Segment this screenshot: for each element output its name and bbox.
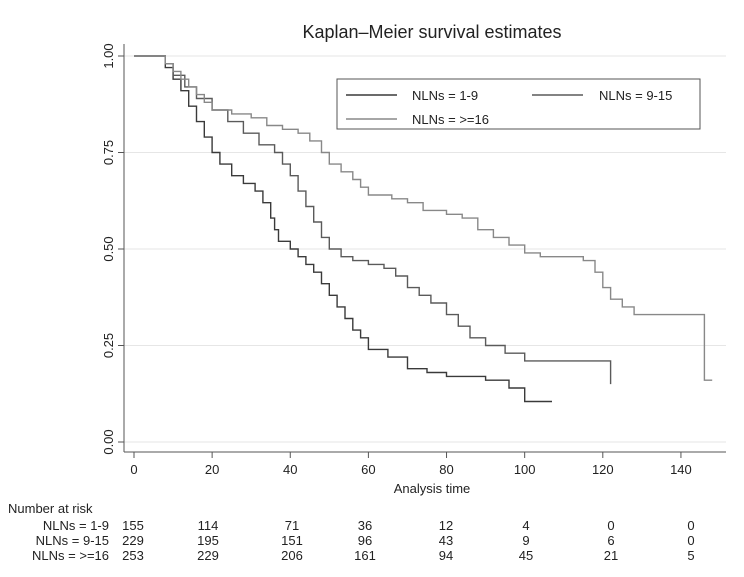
risk-value: 253 bbox=[122, 548, 144, 563]
legend-label-9-15: NLNs = 9-15 bbox=[599, 88, 672, 103]
risk-value: 45 bbox=[519, 548, 533, 563]
risk-table-heading: Number at risk bbox=[8, 501, 93, 516]
risk-value: 195 bbox=[197, 533, 219, 548]
risk-value: 0 bbox=[687, 518, 694, 533]
risk-value: 9 bbox=[522, 533, 529, 548]
risk-value: 5 bbox=[687, 548, 694, 563]
risk-value: 4 bbox=[522, 518, 529, 533]
risk-value: 206 bbox=[281, 548, 303, 563]
risk-value: 21 bbox=[604, 548, 618, 563]
risk-value: 0 bbox=[607, 518, 614, 533]
x-tick-label: 140 bbox=[670, 462, 692, 477]
risk-value: 94 bbox=[439, 548, 453, 563]
risk-value: 96 bbox=[358, 533, 372, 548]
series-lines bbox=[134, 55, 713, 403]
x-tick-label: 60 bbox=[361, 462, 375, 477]
chart-title: Kaplan–Meier survival estimates bbox=[302, 22, 561, 42]
x-ticks: 0 20 40 60 80 100 120 140 bbox=[130, 452, 692, 477]
x-axis-label: Analysis time bbox=[394, 481, 471, 496]
x-tick-label: 20 bbox=[205, 462, 219, 477]
series-line-1 bbox=[134, 55, 552, 403]
risk-value: 161 bbox=[354, 548, 376, 563]
risk-value: 71 bbox=[285, 518, 299, 533]
risk-table: Number at risk NLNs = 1-9 155 114 71 36 12 4 0 0… bbox=[8, 501, 695, 563]
risk-value: 155 bbox=[122, 518, 144, 533]
risk-row-label: NLNs = >=16 bbox=[32, 548, 109, 563]
y-tick-label: 0.25 bbox=[101, 333, 116, 358]
risk-value: 229 bbox=[122, 533, 144, 548]
risk-value: 12 bbox=[439, 518, 453, 533]
risk-value: 151 bbox=[281, 533, 303, 548]
y-tick-label: 0.00 bbox=[101, 429, 116, 454]
risk-value: 229 bbox=[197, 548, 219, 563]
y-tick-label: 0.75 bbox=[101, 140, 116, 165]
risk-value: 43 bbox=[439, 533, 453, 548]
legend-box bbox=[336, 78, 701, 130]
x-tick-label: 100 bbox=[514, 462, 536, 477]
risk-value: 114 bbox=[198, 518, 219, 533]
x-tick-label: 120 bbox=[592, 462, 614, 477]
risk-row-label: NLNs = 9-15 bbox=[36, 533, 109, 548]
risk-row-label: NLNs = 1-9 bbox=[43, 518, 109, 533]
series-line-3 bbox=[134, 55, 713, 381]
gridlines bbox=[124, 55, 726, 443]
y-tick-label: 1.00 bbox=[101, 43, 116, 68]
y-ticks: 0.00 0.25 0.50 0.75 1.00 bbox=[101, 43, 124, 455]
risk-value: 6 bbox=[607, 533, 614, 548]
y-tick-label: 0.50 bbox=[101, 236, 116, 261]
risk-value: 0 bbox=[687, 533, 694, 548]
x-tick-label: 40 bbox=[283, 462, 297, 477]
axes bbox=[123, 44, 726, 453]
x-tick-label: 80 bbox=[439, 462, 453, 477]
legend-label-16: NLNs = >=16 bbox=[412, 112, 489, 127]
legend: NLNs = 1-9 NLNs = 9-15 NLNs = >=16 bbox=[336, 78, 701, 130]
legend-label-1-9: NLNs = 1-9 bbox=[412, 88, 478, 103]
risk-value: 36 bbox=[358, 518, 372, 533]
x-tick-label: 0 bbox=[130, 462, 137, 477]
